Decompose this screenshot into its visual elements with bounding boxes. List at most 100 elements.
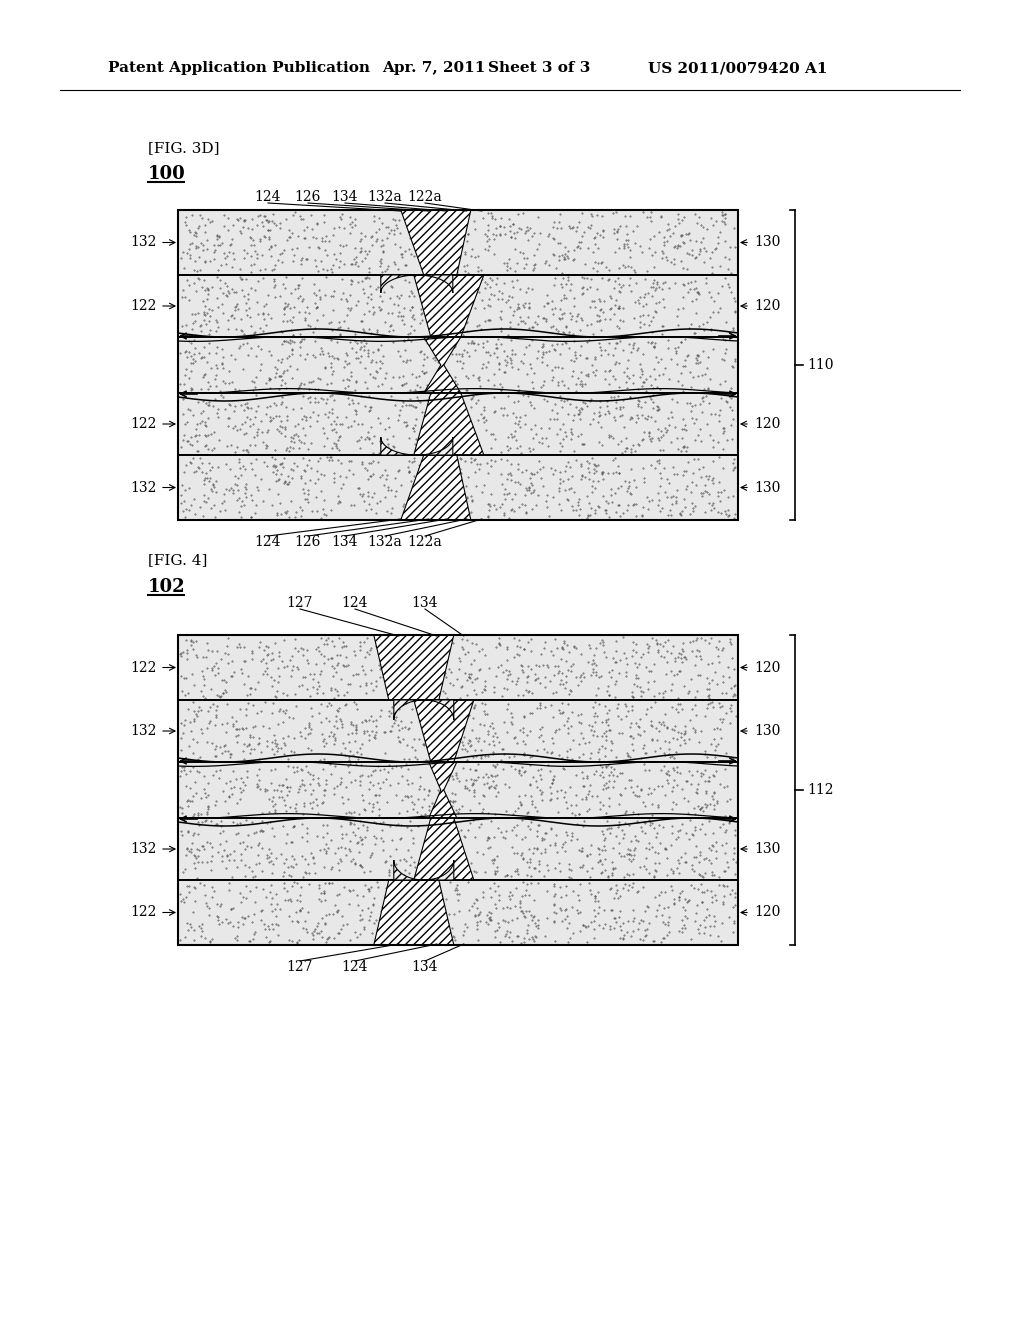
Point (601, 771, 617, 792)
Point (674, 500, 690, 521)
Point (565, 411, 582, 432)
Point (356, 268, 373, 289)
Point (243, 255, 259, 276)
Point (711, 866, 727, 887)
Point (486, 363, 503, 384)
Point (506, 500, 522, 521)
Point (416, 343, 432, 364)
Point (175, 500, 191, 521)
Point (323, 259, 339, 280)
Point (418, 451, 434, 473)
Point (315, 634, 332, 655)
Point (457, 495, 473, 516)
Text: Patent Application Publication: Patent Application Publication (108, 61, 370, 75)
Point (436, 339, 453, 360)
Point (616, 232, 633, 253)
Point (540, 226, 556, 247)
Point (422, 916, 438, 937)
Point (626, 333, 642, 354)
Point (464, 672, 480, 693)
Point (651, 894, 668, 915)
Point (384, 673, 400, 694)
Point (368, 784, 384, 805)
Point (251, 833, 267, 854)
Point (614, 928, 631, 949)
Point (299, 488, 315, 510)
Point (542, 760, 558, 781)
Point (485, 754, 502, 775)
Point (479, 219, 496, 240)
Point (198, 491, 214, 512)
Point (631, 717, 647, 738)
Point (678, 851, 694, 873)
Point (426, 628, 442, 649)
Point (449, 350, 465, 371)
Point (502, 297, 518, 318)
Point (178, 358, 195, 379)
Point (700, 492, 717, 513)
Point (466, 785, 482, 807)
Point (496, 743, 512, 764)
Point (340, 655, 356, 676)
Point (602, 298, 618, 319)
Point (462, 429, 478, 450)
Point (373, 334, 389, 355)
Point (270, 737, 287, 758)
Point (468, 475, 484, 496)
Point (437, 742, 454, 763)
Point (516, 742, 532, 763)
Point (236, 399, 252, 420)
Point (252, 820, 268, 841)
Point (520, 928, 537, 949)
Point (528, 837, 545, 858)
Point (441, 634, 458, 655)
Point (404, 417, 421, 438)
Point (653, 315, 670, 337)
Point (357, 500, 374, 521)
Point (329, 681, 345, 702)
Point (189, 822, 206, 843)
Point (618, 234, 635, 255)
Point (717, 805, 733, 826)
Point (435, 784, 452, 805)
Point (286, 244, 302, 265)
Point (350, 392, 367, 413)
Point (638, 924, 654, 945)
Point (435, 822, 452, 843)
Point (417, 686, 433, 708)
Point (397, 859, 414, 880)
Point (409, 367, 425, 388)
Point (515, 847, 531, 869)
Point (452, 771, 468, 792)
Point (477, 861, 494, 882)
Point (250, 335, 266, 356)
Point (243, 880, 259, 902)
Point (403, 315, 420, 337)
Point (487, 785, 504, 807)
Point (462, 284, 478, 305)
Point (600, 333, 616, 354)
Point (394, 305, 411, 326)
Point (423, 727, 439, 748)
Point (480, 462, 497, 483)
Point (673, 441, 689, 462)
Point (245, 694, 261, 715)
Point (416, 434, 432, 455)
Point (673, 647, 689, 668)
Point (195, 277, 211, 298)
Point (580, 916, 596, 937)
Point (404, 504, 421, 525)
Point (569, 236, 586, 257)
Point (553, 273, 569, 294)
Point (403, 363, 420, 384)
Point (572, 469, 589, 490)
Point (374, 896, 390, 917)
Point (214, 294, 230, 315)
Point (378, 469, 394, 490)
Point (437, 396, 454, 417)
Point (401, 300, 418, 321)
Point (306, 379, 323, 400)
Point (278, 331, 294, 352)
Point (407, 474, 423, 495)
Point (303, 923, 319, 944)
